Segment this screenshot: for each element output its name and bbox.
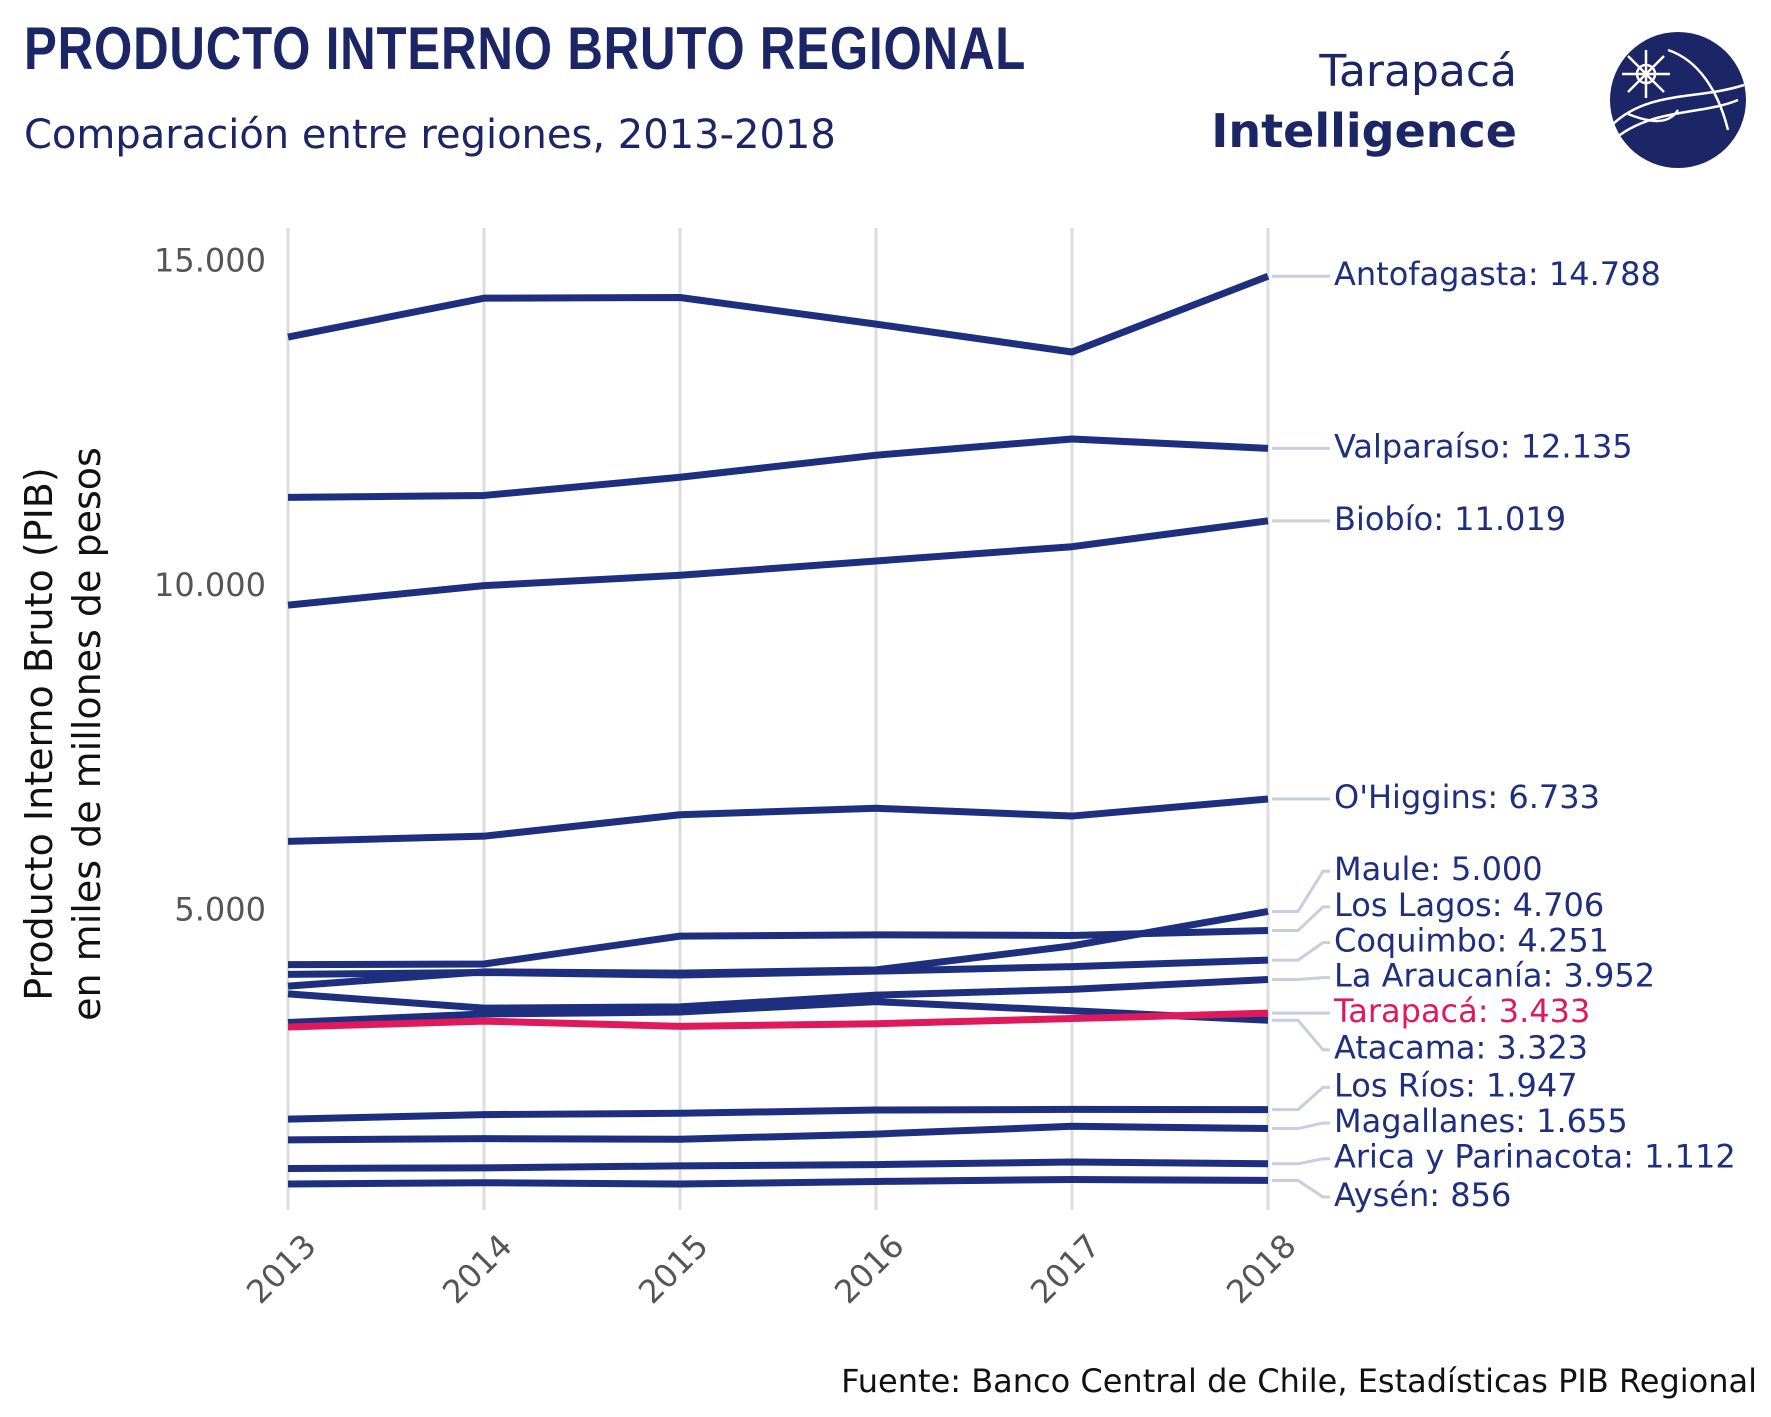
x-tick-label: 2013 bbox=[239, 1227, 323, 1311]
y-tick-label: 5.000 bbox=[174, 890, 266, 928]
grid-lines bbox=[286, 228, 1270, 1210]
x-tick-label: 2017 bbox=[1023, 1227, 1107, 1311]
x-tick-label: 2014 bbox=[435, 1227, 519, 1311]
series-lines bbox=[287, 272, 1270, 1188]
end-labels: Antofagasta: 14.788 Valparaíso: 12.135 Bio… bbox=[1333, 255, 1736, 1214]
label-connectors bbox=[1272, 274, 1330, 1199]
label-connector-aysen bbox=[1272, 1178, 1330, 1199]
end-label-los-lagos: Los Lagos: 4.706 bbox=[1334, 886, 1604, 924]
end-label-valparaiso: Valparaíso: 12.135 bbox=[1334, 427, 1633, 465]
series-line-arica-y-parinacota bbox=[287, 1158, 1269, 1172]
end-label-coquimbo: Coquimbo: 4.251 bbox=[1334, 922, 1609, 960]
end-label-magallanes: Magallanes: 1.655 bbox=[1334, 1102, 1628, 1140]
label-connector-coquimbo bbox=[1272, 941, 1330, 962]
y-axis-label-line1: Producto Interno Bruto (PIB) bbox=[17, 467, 61, 1000]
series-line-la-araucania bbox=[287, 975, 1269, 1012]
series-line-los-lagos bbox=[287, 927, 1269, 969]
brand-name-top: Tarapacá bbox=[1319, 46, 1517, 97]
brand-name-bottom: Intelligence bbox=[1211, 104, 1517, 158]
series-line-aysen bbox=[287, 1175, 1269, 1188]
end-label-la-araucania: La Araucanía: 3.952 bbox=[1334, 957, 1655, 995]
y-tick-label: 10.000 bbox=[154, 566, 266, 604]
label-connector-la-araucania bbox=[1272, 976, 1330, 981]
x-tick-label: 2018 bbox=[1219, 1227, 1303, 1311]
source-note: Fuente: Banco Central de Chile, Estadíst… bbox=[841, 1362, 1757, 1400]
label-connector-arica-y-parinacota bbox=[1272, 1157, 1330, 1166]
series-line-coquimbo bbox=[287, 956, 1269, 979]
series-line-atacama bbox=[287, 998, 1269, 1026]
globe-compass-icon bbox=[1610, 32, 1746, 168]
series-line-tarapaca bbox=[287, 1009, 1269, 1031]
label-connector-los-rios bbox=[1272, 1085, 1330, 1112]
series-line-o-higgins bbox=[287, 795, 1269, 845]
end-label-antofagasta: Antofagasta: 14.788 bbox=[1334, 255, 1661, 293]
end-label-maule: Maule: 5.000 bbox=[1334, 850, 1543, 888]
x-tick-label: 2015 bbox=[631, 1227, 715, 1311]
page-subtitle: Comparación entre regiones, 2013-2018 bbox=[24, 112, 836, 158]
series-line-biobio bbox=[287, 517, 1269, 609]
end-label-arica-y-parinacota: Arica y Parinacota: 1.112 bbox=[1334, 1138, 1736, 1176]
x-axis-ticks: 2013 2014 2015 2016 2017 2018 bbox=[239, 1227, 1303, 1311]
series-line-valparaiso bbox=[287, 435, 1269, 501]
y-axis-ticks: 5.000 10.000 15.000 bbox=[154, 241, 266, 928]
end-label-o-higgins: O'Higgins: 6.733 bbox=[1334, 778, 1600, 816]
end-label-tarapaca: Tarapacá: 3.433 bbox=[1333, 992, 1590, 1030]
end-label-atacama: Atacama: 3.323 bbox=[1334, 1029, 1588, 1067]
y-tick-label: 15.000 bbox=[154, 241, 266, 279]
series-line-los-rios bbox=[287, 1105, 1269, 1123]
label-connector-magallanes bbox=[1272, 1121, 1330, 1131]
x-tick-label: 2016 bbox=[827, 1227, 911, 1311]
series-line-magallanes bbox=[287, 1122, 1269, 1144]
end-label-biobio: Biobío: 11.019 bbox=[1334, 500, 1566, 538]
y-axis-label-line2: en miles de millones de pesos bbox=[65, 447, 109, 1021]
series-line-antofagasta bbox=[287, 272, 1270, 356]
label-connector-los-lagos bbox=[1272, 905, 1330, 933]
end-label-los-rios: Los Ríos: 1.947 bbox=[1334, 1066, 1578, 1104]
label-connector-atacama bbox=[1272, 1018, 1330, 1052]
page-title: PRODUCTO INTERNO BRUTO REGIONAL bbox=[24, 15, 1027, 82]
label-connector-maule bbox=[1272, 869, 1330, 913]
end-label-aysen: Aysén: 856 bbox=[1334, 1176, 1511, 1214]
